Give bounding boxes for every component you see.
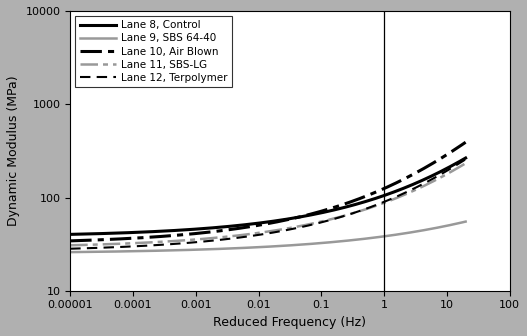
Lane 9, SBS 64-40 bbox=[169, 248, 175, 252]
Lane 9, SBS 64-40 bbox=[463, 220, 469, 224]
Lane 11, SBS-LG bbox=[331, 216, 337, 220]
Lane 9, SBS 64-40 bbox=[300, 243, 306, 247]
X-axis label: Reduced Frequency (Hz): Reduced Frequency (Hz) bbox=[213, 316, 366, 329]
Line: Lane 11, SBS-LG: Lane 11, SBS-LG bbox=[70, 163, 466, 245]
Lane 9, SBS 64-40 bbox=[67, 250, 73, 254]
Lane 12, Terpolymer bbox=[300, 225, 306, 229]
Y-axis label: Dynamic Modulus (MPa): Dynamic Modulus (MPa) bbox=[7, 76, 20, 226]
Lane 11, SBS-LG bbox=[300, 223, 306, 227]
Lane 10, Air Blown bbox=[463, 140, 469, 144]
Lane 10, Air Blown bbox=[169, 234, 175, 238]
Lane 11, SBS-LG bbox=[463, 161, 469, 165]
Lane 12, Terpolymer bbox=[169, 242, 175, 246]
Lane 8, Control bbox=[300, 214, 306, 218]
Lane 12, Terpolymer bbox=[137, 244, 143, 248]
Lane 11, SBS-LG bbox=[137, 241, 143, 245]
Lane 10, Air Blown bbox=[246, 225, 252, 229]
Lane 11, SBS-LG bbox=[67, 243, 73, 247]
Lane 11, SBS-LG bbox=[246, 232, 252, 236]
Lane 8, Control bbox=[169, 228, 175, 233]
Lane 10, Air Blown bbox=[331, 205, 337, 209]
Line: Lane 12, Terpolymer: Lane 12, Terpolymer bbox=[70, 159, 466, 249]
Lane 12, Terpolymer bbox=[67, 247, 73, 251]
Lane 9, SBS 64-40 bbox=[331, 240, 337, 244]
Line: Lane 9, SBS 64-40: Lane 9, SBS 64-40 bbox=[70, 222, 466, 252]
Lane 11, SBS-LG bbox=[169, 239, 175, 243]
Lane 12, Terpolymer bbox=[246, 234, 252, 238]
Lane 12, Terpolymer bbox=[331, 217, 337, 221]
Lane 9, SBS 64-40 bbox=[137, 249, 143, 253]
Lane 8, Control bbox=[246, 222, 252, 226]
Line: Lane 8, Control: Lane 8, Control bbox=[70, 158, 466, 235]
Lane 9, SBS 64-40 bbox=[246, 246, 252, 250]
Legend: Lane 8, Control, Lane 9, SBS 64-40, Lane 10, Air Blown, Lane 11, SBS-LG, Lane 12: Lane 8, Control, Lane 9, SBS 64-40, Lane… bbox=[75, 16, 232, 87]
Lane 10, Air Blown bbox=[137, 236, 143, 240]
Lane 10, Air Blown bbox=[300, 214, 306, 218]
Lane 11, SBS-LG bbox=[365, 207, 371, 211]
Lane 8, Control bbox=[365, 199, 371, 203]
Lane 10, Air Blown bbox=[67, 239, 73, 243]
Lane 8, Control bbox=[137, 230, 143, 234]
Lane 12, Terpolymer bbox=[463, 157, 469, 161]
Line: Lane 10, Air Blown: Lane 10, Air Blown bbox=[70, 142, 466, 241]
Lane 9, SBS 64-40 bbox=[365, 236, 371, 240]
Lane 12, Terpolymer bbox=[365, 206, 371, 210]
Lane 8, Control bbox=[331, 208, 337, 212]
Lane 8, Control bbox=[67, 233, 73, 237]
Lane 10, Air Blown bbox=[365, 193, 371, 197]
Lane 8, Control bbox=[463, 156, 469, 160]
